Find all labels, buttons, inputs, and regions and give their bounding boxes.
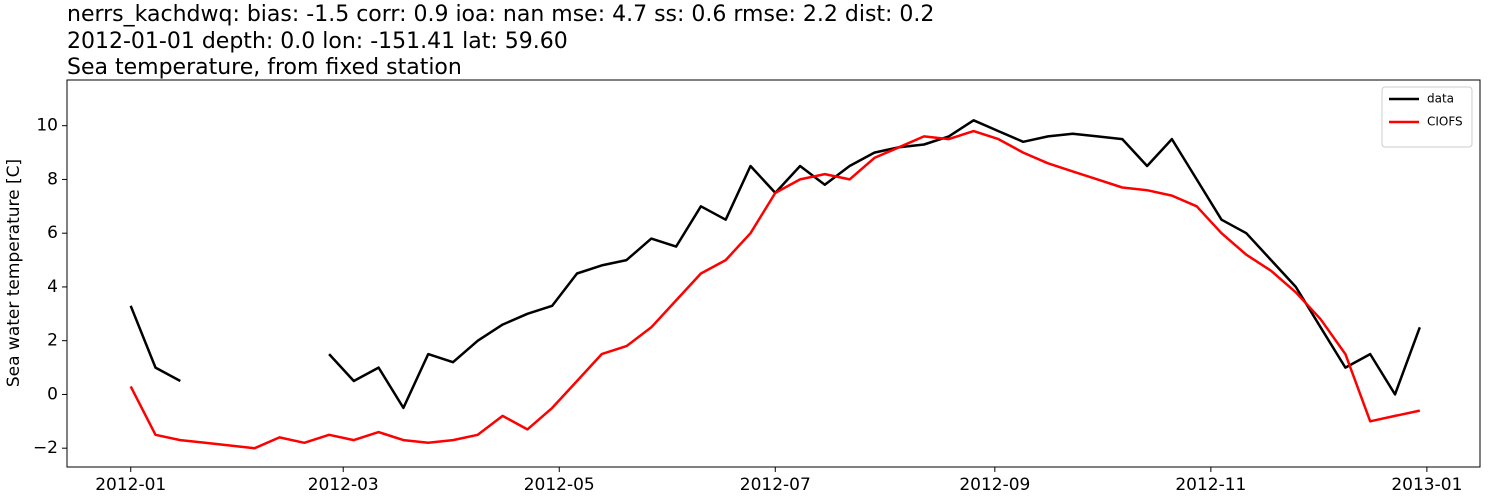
series-line xyxy=(129,119,1421,410)
chart-subtitle: 2012-01-01 depth: 0.0 lon: -151.41 lat: … xyxy=(67,29,568,54)
x-tick-label: 2012-03 xyxy=(308,475,379,495)
y-tick-label: 8 xyxy=(47,169,58,189)
chart-title: nerrs_kachdwq: bias: -1.5 corr: 0.9 ioa:… xyxy=(67,2,934,27)
y-tick-label: 0 xyxy=(47,384,58,404)
y-axis-label: Sea water temperature [C] xyxy=(4,159,24,387)
chart-subtitle: Sea temperature, from fixed station xyxy=(67,55,462,80)
plot-frame xyxy=(66,79,1481,468)
y-tick-label: 2 xyxy=(47,331,58,351)
x-tick-label: 2012-05 xyxy=(524,475,595,495)
x-tick-label: 2012-01 xyxy=(95,475,166,495)
y-tick-label: 10 xyxy=(36,116,58,136)
x-tick-label: 2012-07 xyxy=(740,475,811,495)
series-line xyxy=(129,129,1421,450)
legend-label: CIOFS xyxy=(1427,115,1463,129)
y-tick-label: 4 xyxy=(47,277,58,297)
legend-label: data xyxy=(1427,92,1454,106)
legend-box xyxy=(1381,86,1473,148)
y-tick-label: −2 xyxy=(33,438,58,458)
y-tick-label: 6 xyxy=(47,223,58,243)
x-tick-label: 2012-09 xyxy=(959,475,1030,495)
x-tick-label: 2012-11 xyxy=(1175,475,1246,495)
x-tick-label: 2013-01 xyxy=(1391,475,1462,495)
